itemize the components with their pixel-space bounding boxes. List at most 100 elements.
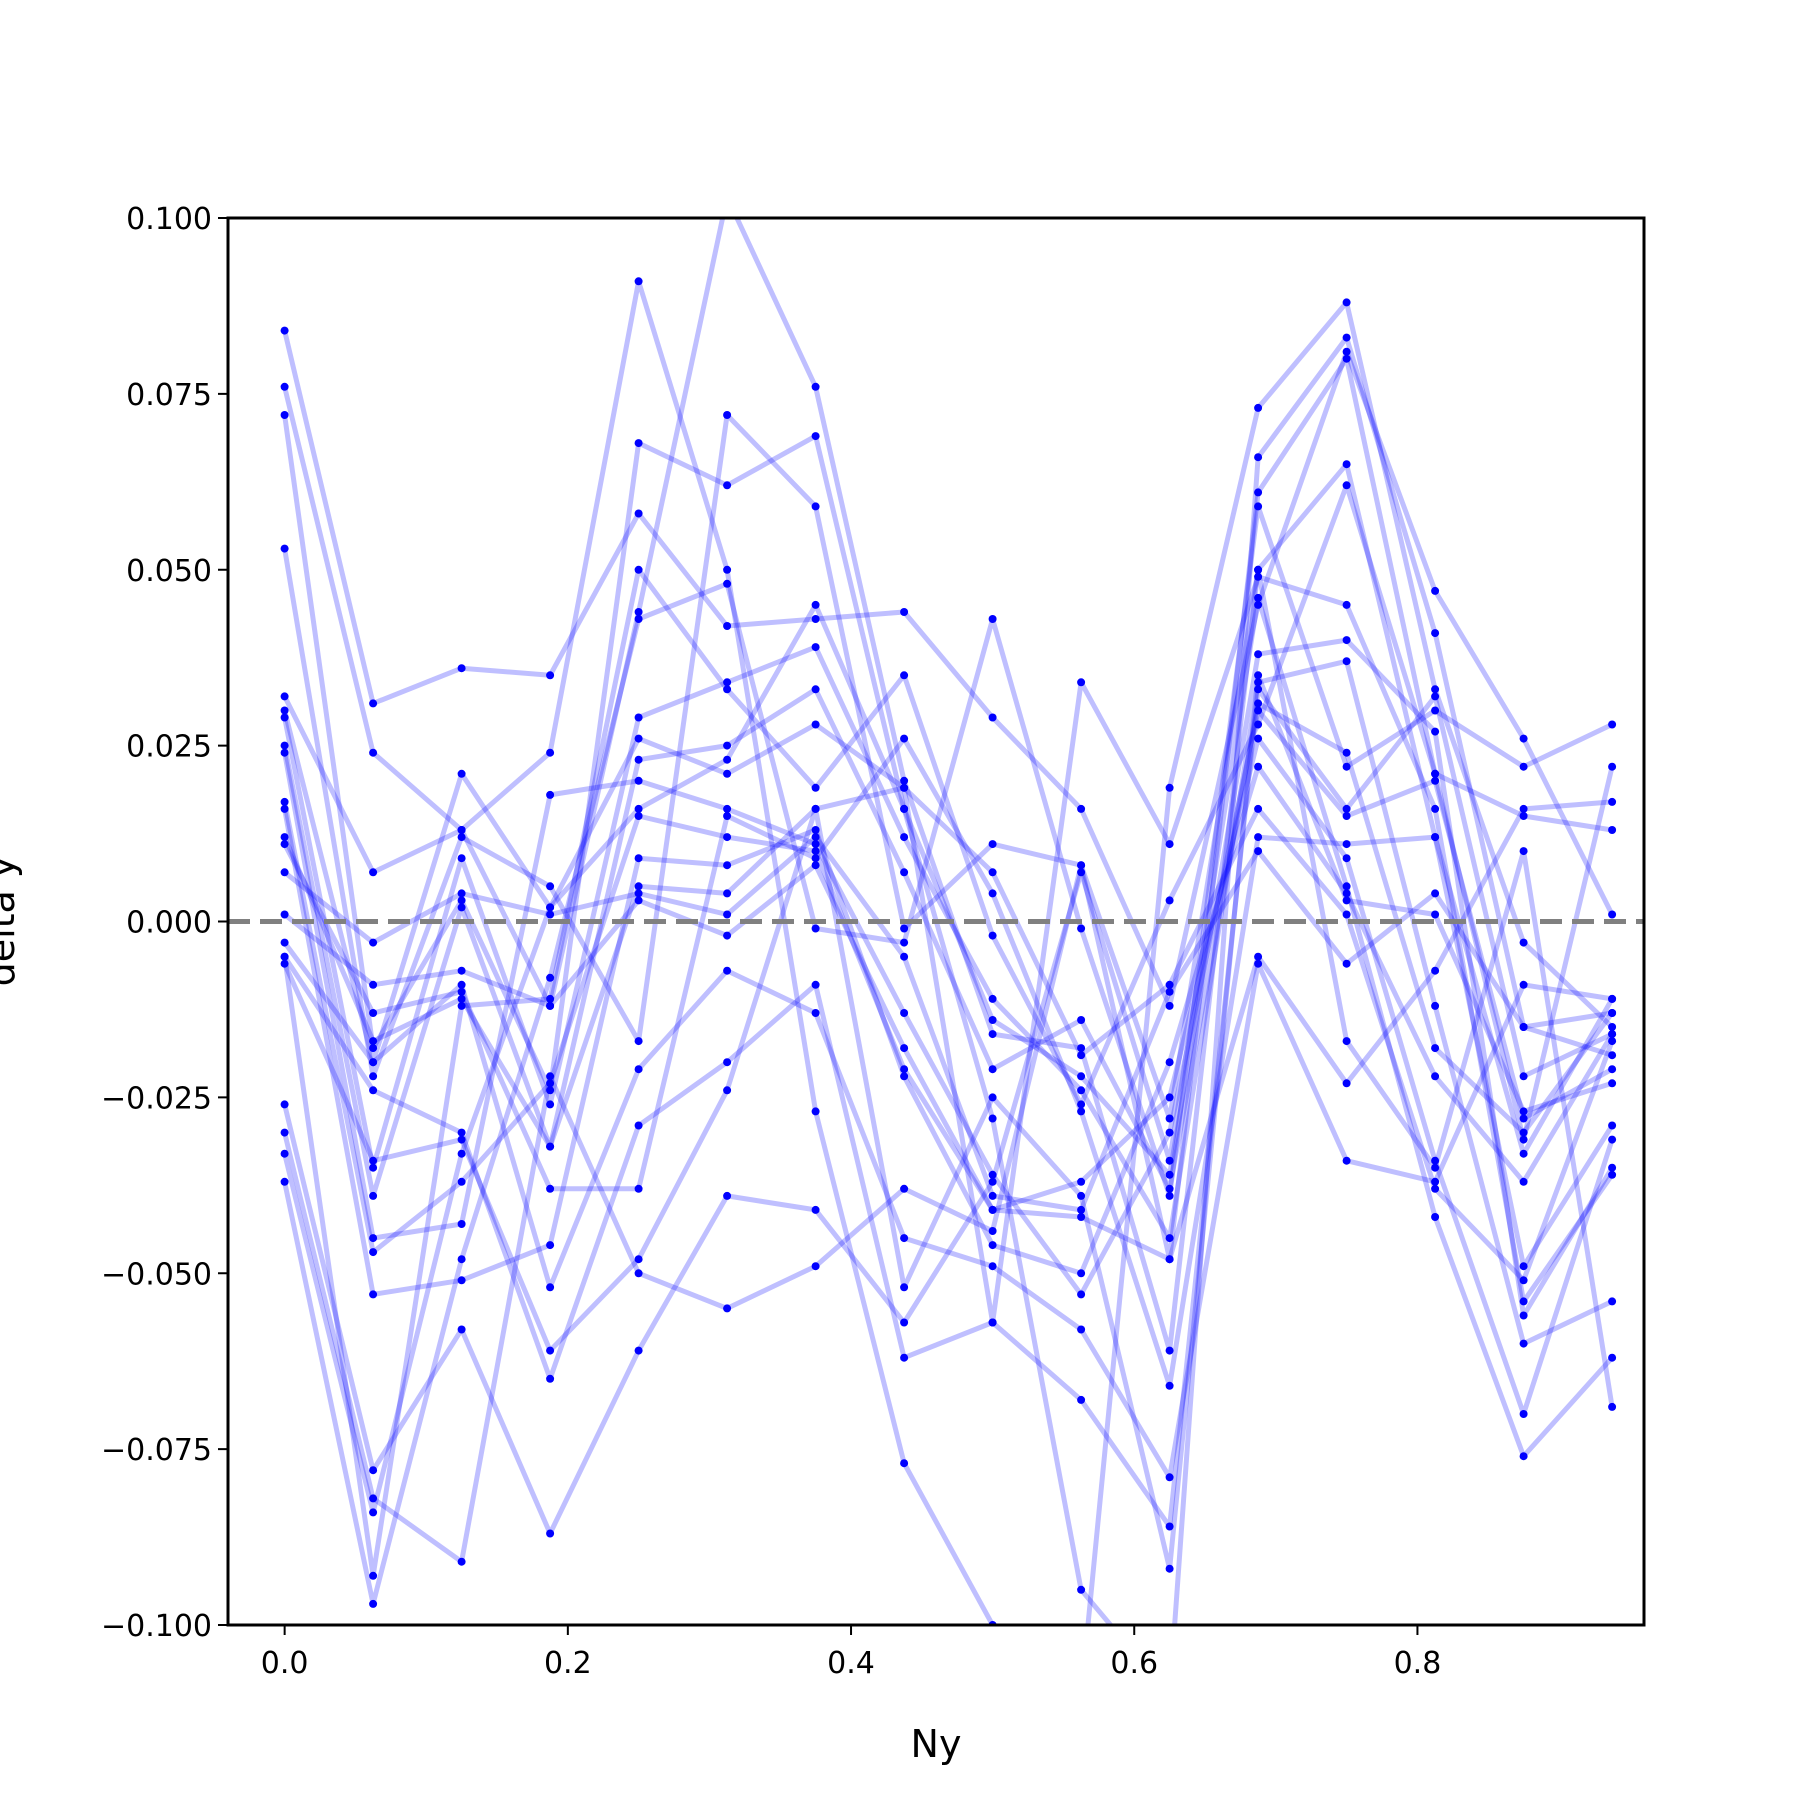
series-line-6 <box>282 602 1615 1318</box>
series-line-5 <box>282 218 1615 1354</box>
data-point <box>1608 797 1617 806</box>
data-point <box>1608 1121 1617 1130</box>
data-point <box>1077 804 1086 813</box>
data-point <box>369 980 378 989</box>
data-point <box>1254 762 1263 771</box>
data-point <box>900 783 909 792</box>
data-point <box>546 1241 555 1250</box>
data-point <box>546 1346 555 1355</box>
series-line-9 <box>282 708 1614 1297</box>
data-point <box>280 868 289 877</box>
data-point <box>988 713 997 722</box>
data-point <box>811 833 820 842</box>
data-point <box>634 776 643 785</box>
series-line-20 <box>282 567 1615 1565</box>
data-point <box>988 1205 997 1214</box>
data-point <box>900 1318 909 1327</box>
data-point <box>1342 1156 1351 1165</box>
x-axis-ticks: 0.0 0.2 0.4 0.6 0.8 <box>261 1625 1441 1681</box>
data-point <box>1519 1135 1528 1144</box>
data-point <box>1519 1177 1528 1186</box>
data-point <box>369 1571 378 1580</box>
data-point <box>723 1086 732 1095</box>
data-point <box>1254 600 1263 609</box>
data-point <box>457 854 466 863</box>
data-point <box>1431 685 1440 694</box>
data-point <box>1608 1402 1617 1411</box>
data-point <box>988 840 997 849</box>
data-point <box>369 1058 378 1067</box>
data-point <box>546 748 555 757</box>
data-point <box>1254 403 1263 412</box>
data-point <box>1519 734 1528 743</box>
data-point <box>900 1184 909 1193</box>
data-point <box>546 1001 555 1010</box>
data-point <box>369 1009 378 1017</box>
data-point <box>1077 1213 1086 1221</box>
data-point <box>280 797 289 806</box>
data-point <box>1519 804 1528 813</box>
data-point <box>723 579 732 588</box>
data-point <box>634 1065 643 1074</box>
data-point <box>457 980 466 989</box>
data-point <box>369 748 378 757</box>
data-point <box>1431 910 1440 919</box>
y-tick-label: −0.025 <box>101 1081 212 1116</box>
data-point <box>1165 1255 1174 1264</box>
y-tick-label: 0.100 <box>126 202 212 237</box>
data-point <box>1165 1184 1174 1193</box>
data-point <box>811 502 820 511</box>
data-point <box>280 833 289 842</box>
data-point <box>634 1121 643 1130</box>
data-point <box>1519 1128 1528 1137</box>
data-point <box>1077 1044 1086 1053</box>
data-point <box>280 411 289 419</box>
data-point <box>1608 1051 1617 1060</box>
data-point <box>1431 1072 1440 1081</box>
data-point <box>1342 636 1351 645</box>
data-point <box>1519 762 1528 771</box>
data-point <box>988 1241 997 1250</box>
data-point <box>280 326 289 335</box>
data-point <box>811 1262 820 1271</box>
data-point <box>811 1205 820 1214</box>
data-point <box>369 699 378 708</box>
data-point <box>723 1304 732 1313</box>
data-point <box>457 1177 466 1186</box>
data-point <box>634 755 643 764</box>
data-point <box>1431 804 1440 813</box>
data-point <box>280 938 289 947</box>
data-point <box>1342 347 1351 356</box>
data-point <box>1608 720 1617 729</box>
data-point <box>1077 1191 1086 1200</box>
data-point <box>1431 1213 1440 1221</box>
data-point <box>1431 1163 1440 1172</box>
data-point <box>634 277 643 286</box>
data-point <box>1519 1452 1528 1461</box>
data-point <box>1254 502 1263 511</box>
data-point <box>988 1030 997 1039</box>
data-point <box>1254 488 1263 497</box>
data-point <box>988 1016 997 1024</box>
data-point <box>457 833 466 842</box>
data-point <box>900 952 909 961</box>
data-point <box>900 608 909 616</box>
data-point <box>723 861 732 870</box>
data-point <box>1165 1191 1174 1200</box>
series-line-10 <box>282 736 1615 1417</box>
data-point <box>900 1065 909 1074</box>
data-point <box>1608 1023 1617 1031</box>
series-line-3 <box>282 335 1613 1625</box>
data-point <box>1519 1262 1528 1271</box>
data-point <box>1254 671 1263 680</box>
data-point <box>1165 1473 1174 1482</box>
data-point <box>369 1494 378 1503</box>
data-point <box>1431 889 1440 898</box>
data-point <box>1431 966 1440 975</box>
series-line-22 <box>282 503 1614 1607</box>
data-point <box>634 1346 643 1355</box>
data-point <box>1165 896 1174 905</box>
data-point <box>988 1227 997 1235</box>
data-point <box>1254 572 1263 581</box>
data-point <box>634 439 643 448</box>
